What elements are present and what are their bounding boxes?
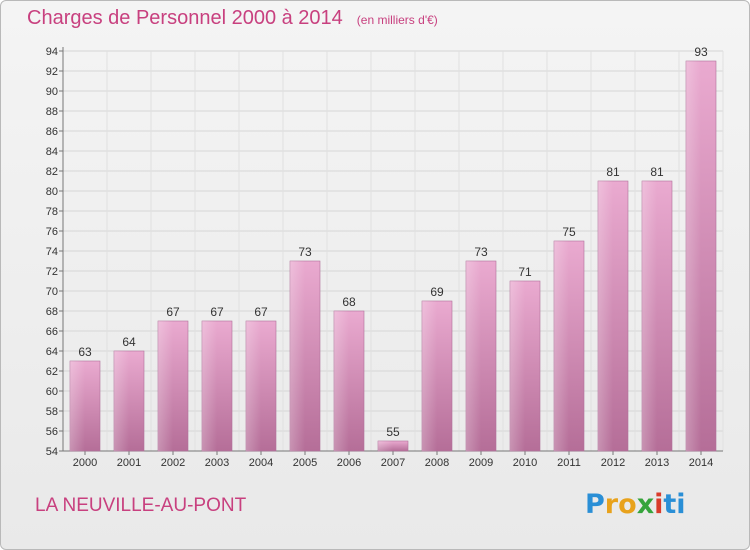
y-tick-label: 94: [46, 46, 58, 58]
y-tick-label: 76: [46, 226, 58, 238]
x-tick-label: 2005: [293, 457, 317, 469]
bar-highlight: [246, 321, 261, 451]
x-tick-label: 2002: [161, 457, 185, 469]
value-label: 67: [210, 305, 224, 319]
y-tick-label: 54: [46, 446, 58, 458]
value-label: 81: [650, 165, 664, 179]
x-tick-label: 2006: [337, 457, 361, 469]
bars: [69, 60, 717, 452]
y-tick-label: 92: [46, 66, 58, 78]
bar-highlight: [686, 61, 701, 451]
bar-highlight: [158, 321, 173, 451]
logo-letter: i: [654, 489, 664, 520]
logo-letter: P: [585, 489, 605, 520]
commune-name: LA NEUVILLE-AU-PONT: [35, 495, 247, 516]
x-tick-label: 2010: [513, 457, 537, 469]
value-label: 64: [122, 335, 136, 349]
chart-title: Charges de Personnel 2000 à 2014 (en mill…: [27, 7, 438, 30]
logo-letter: i: [676, 489, 686, 520]
y-tick-label: 90: [46, 86, 58, 98]
value-label: 93: [694, 45, 708, 59]
x-tick-label: 2011: [557, 457, 581, 469]
value-label: 81: [606, 165, 620, 179]
y-tick-label: 88: [46, 106, 58, 118]
labels: 54 56 58 60 62 64 66 68 70 72 74 76 78 80 82 84 86 88 90 92…: [46, 45, 713, 469]
x-tick-label: 2001: [117, 457, 141, 469]
value-label: 63: [78, 345, 92, 359]
x-tick-label: 2004: [249, 457, 273, 469]
x-tick-label: 2009: [469, 457, 493, 469]
x-tick-label: 2003: [205, 457, 229, 469]
proxiti-logo: Proxiti: [585, 489, 686, 520]
value-label: 67: [254, 305, 268, 319]
bar-highlight: [554, 241, 569, 451]
bar-highlight: [290, 261, 305, 451]
bar-highlight: [70, 361, 85, 451]
y-tick-label: 56: [46, 426, 58, 438]
x-tick-label: 2013: [645, 457, 669, 469]
value-label: 55: [386, 425, 400, 439]
x-tick-label: 2014: [689, 457, 713, 469]
y-tick-label: 60: [46, 386, 58, 398]
x-tick-label: 2000: [73, 457, 97, 469]
logo-letter: o: [618, 489, 637, 520]
bar-highlight: [642, 181, 657, 451]
x-tick-label: 2012: [601, 457, 625, 469]
y-tick-label: 86: [46, 126, 58, 138]
y-tick-label: 70: [46, 286, 58, 298]
y-tick-label: 66: [46, 326, 58, 338]
logo-letter: x: [636, 489, 655, 520]
logo-letter: t: [663, 489, 677, 520]
value-label: 68: [342, 295, 356, 309]
bar-highlight: [114, 351, 129, 451]
y-tick-label: 72: [46, 266, 58, 278]
y-tick-label: 58: [46, 406, 58, 418]
title-text: Charges de Personnel 2000 à 2014: [27, 7, 343, 29]
bar-highlight: [510, 281, 525, 451]
logo-letter: r: [604, 489, 619, 520]
y-tick-label: 82: [46, 166, 58, 178]
value-label: 67: [166, 305, 180, 319]
value-label: 73: [474, 245, 488, 259]
x-tick-label: 2008: [425, 457, 449, 469]
value-label: 69: [430, 285, 444, 299]
bar-highlight: [422, 301, 437, 451]
bar-highlight: [334, 311, 349, 451]
y-tick-label: 78: [46, 206, 58, 218]
y-tick-label: 62: [46, 366, 58, 378]
value-label: 75: [562, 225, 576, 239]
y-tick-label: 68: [46, 306, 58, 318]
bar-highlight: [378, 441, 393, 451]
y-tick-label: 64: [46, 346, 58, 358]
bar-highlight: [598, 181, 613, 451]
y-tick-label: 74: [46, 246, 58, 258]
x-tick-label: 2007: [381, 457, 405, 469]
chart-subtitle: (en milliers d'€): [356, 13, 438, 27]
value-label: 73: [298, 245, 312, 259]
bar-highlight: [466, 261, 481, 451]
bar-highlight: [202, 321, 217, 451]
y-tick-label: 84: [46, 146, 58, 158]
y-tick-label: 80: [46, 186, 58, 198]
value-label: 71: [518, 265, 532, 279]
